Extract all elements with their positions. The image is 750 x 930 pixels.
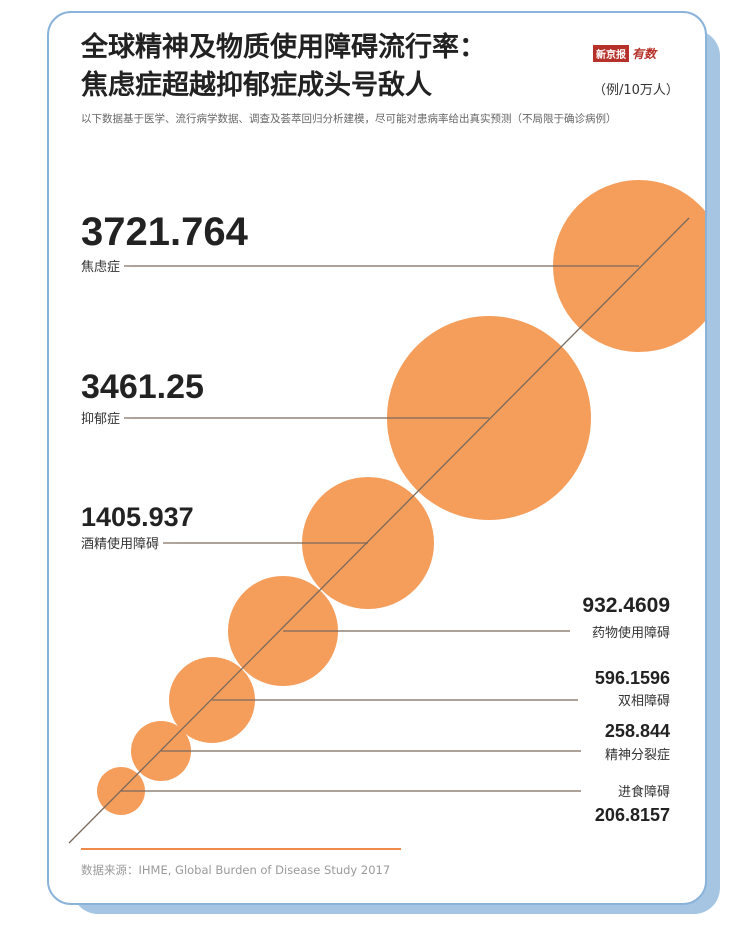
value-label-5: 596.1596 bbox=[595, 668, 670, 688]
bubble-chart: 3721.764 焦虑症 3461.25 抑郁症 1405.937 酒精使用障碍 932.4… bbox=[68, 180, 705, 850]
category-label-4: 药物使用障碍 bbox=[592, 625, 670, 641]
value-label-6: 258.844 bbox=[605, 721, 670, 741]
brand-text: 有数 bbox=[632, 46, 657, 61]
title-line-1: 全球精神及物质使用障碍流行率： bbox=[81, 32, 486, 63]
chart-subtitle: 以下数据基于医学、流行病学数据、调查及荟萃回归分析建模，尽可能对患病率给出真实预… bbox=[81, 113, 617, 125]
category-label-1: 焦虑症 bbox=[81, 260, 120, 275]
category-label-7: 进食障碍 bbox=[618, 784, 670, 800]
value-label-3: 1405.937 bbox=[81, 502, 194, 532]
chart-title: 全球精神及物质使用障碍流行率： 焦虑症超越抑郁症成头号敌人 bbox=[81, 29, 486, 105]
value-label-2: 3461.25 bbox=[81, 368, 204, 406]
value-label-4: 932.4609 bbox=[582, 594, 670, 617]
brand-logo: 新京报 有数 bbox=[593, 44, 673, 62]
value-label-7: 206.8157 bbox=[595, 805, 670, 825]
category-label-2: 抑郁症 bbox=[81, 412, 120, 427]
category-label-5: 双相障碍 bbox=[618, 694, 670, 709]
value-label-1: 3721.764 bbox=[81, 210, 249, 254]
data-source: 数据来源：IHME, Global Burden of Disease Stud… bbox=[81, 863, 391, 877]
category-label-6: 精神分裂症 bbox=[605, 748, 670, 763]
infographic-card: 全球精神及物质使用障碍流行率： 焦虑症超越抑郁症成头号敌人 新京报 有数 （例/… bbox=[47, 11, 707, 905]
diagonal-line bbox=[68, 217, 690, 844]
unit-label: （例/10万人） bbox=[593, 83, 679, 98]
category-label-3: 酒精使用障碍 bbox=[81, 536, 159, 552]
title-line-2: 焦虑症超越抑郁症成头号敌人 bbox=[81, 70, 432, 101]
brand-box: 新京报 bbox=[593, 44, 629, 62]
